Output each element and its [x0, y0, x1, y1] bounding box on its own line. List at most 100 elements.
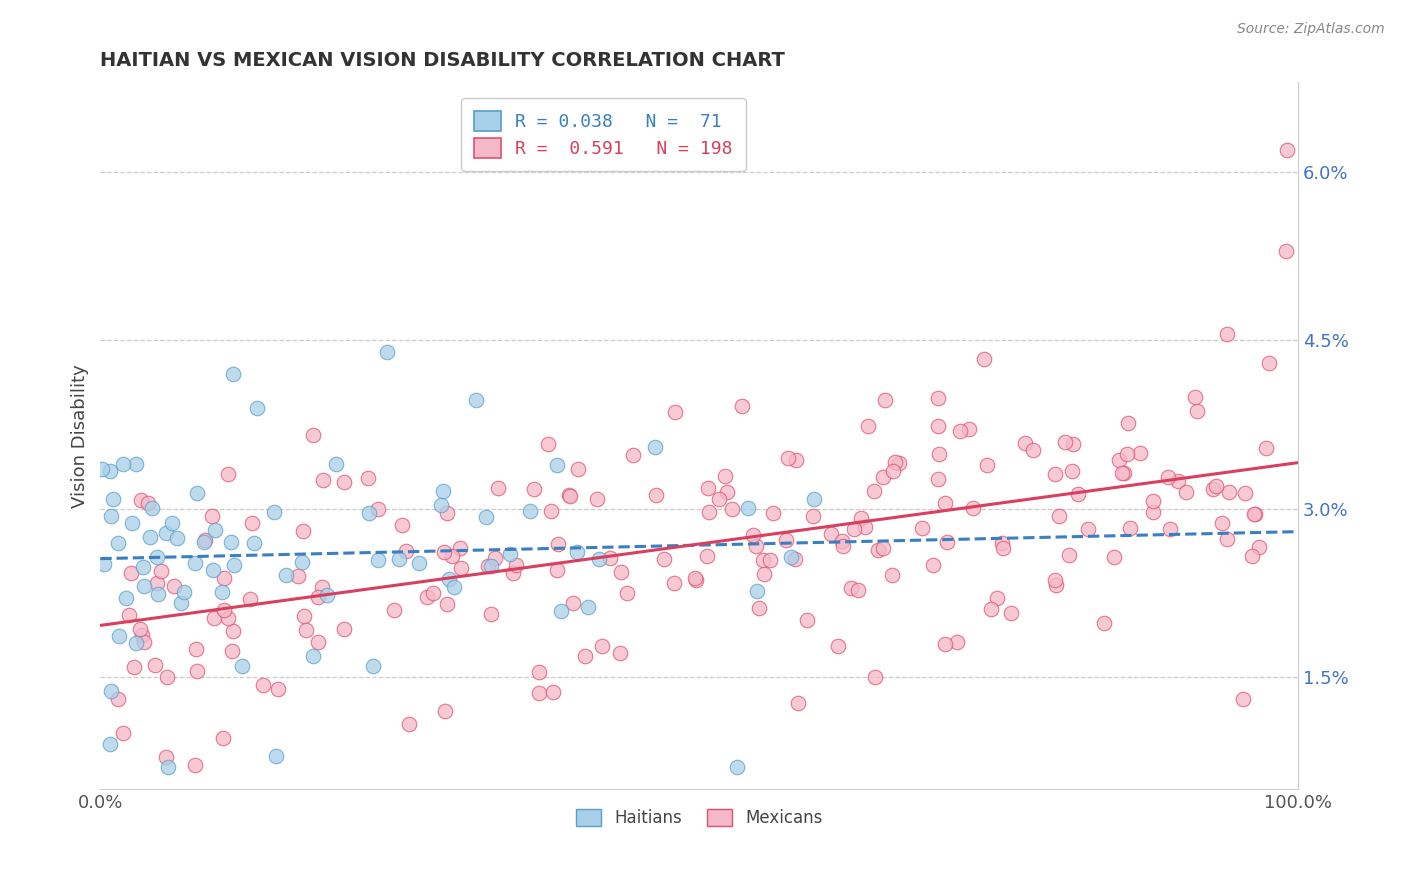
Point	[183, 758, 205, 772]
Point	[949, 425, 972, 439]
Point	[1185, 404, 1208, 418]
Point	[1077, 522, 1099, 536]
Point	[827, 639, 849, 653]
Point	[377, 344, 399, 359]
Point	[486, 481, 509, 495]
Point	[139, 530, 162, 544]
Point	[173, 584, 195, 599]
Point	[980, 602, 1002, 616]
Point	[287, 569, 309, 583]
Point	[156, 670, 179, 684]
Point	[115, 591, 138, 605]
Point	[264, 748, 287, 763]
Point	[986, 591, 1008, 605]
Text: HAITIAN VS MEXICAN VISION DISABILITY CORRELATION CHART: HAITIAN VS MEXICAN VISION DISABILITY COR…	[100, 51, 785, 70]
Point	[1067, 487, 1090, 501]
Point	[973, 351, 995, 366]
Point	[742, 527, 765, 541]
Point	[1115, 447, 1137, 461]
Point	[408, 556, 430, 570]
Point	[849, 510, 872, 524]
Point	[780, 549, 803, 564]
Point	[991, 541, 1014, 555]
Point	[745, 539, 768, 553]
Point	[519, 504, 541, 518]
Point	[737, 500, 759, 515]
Point	[193, 534, 215, 549]
Point	[1092, 615, 1115, 630]
Point	[131, 627, 153, 641]
Point	[654, 552, 676, 566]
Point	[921, 558, 943, 573]
Point	[855, 520, 877, 534]
Point	[143, 657, 166, 672]
Point	[212, 571, 235, 585]
Point	[1111, 466, 1133, 480]
Point	[367, 502, 389, 516]
Point	[325, 457, 347, 471]
Point	[1216, 533, 1239, 547]
Point	[186, 486, 208, 500]
Point	[1244, 507, 1267, 521]
Point	[134, 579, 156, 593]
Point	[201, 509, 224, 524]
Point	[100, 508, 122, 523]
Point	[107, 629, 129, 643]
Point	[214, 602, 236, 616]
Point	[231, 658, 253, 673]
Point	[546, 458, 568, 472]
Point	[803, 492, 825, 507]
Point	[696, 549, 718, 563]
Point	[212, 731, 235, 745]
Point	[149, 564, 172, 578]
Point	[395, 544, 418, 558]
Point	[484, 550, 506, 565]
Point	[529, 665, 551, 679]
Point	[621, 448, 644, 462]
Point	[125, 636, 148, 650]
Point	[121, 516, 143, 530]
Point	[882, 464, 904, 478]
Point	[111, 457, 134, 471]
Point	[1218, 484, 1240, 499]
Point	[441, 549, 464, 563]
Point	[155, 525, 177, 540]
Point	[872, 470, 894, 484]
Point	[222, 558, 245, 572]
Point	[697, 481, 720, 495]
Point	[778, 450, 800, 465]
Point	[1275, 143, 1298, 157]
Point	[302, 427, 325, 442]
Point	[550, 604, 572, 618]
Point	[307, 590, 329, 604]
Point	[204, 524, 226, 538]
Point	[292, 524, 315, 539]
Point	[221, 624, 243, 639]
Point	[122, 660, 145, 674]
Point	[775, 533, 797, 547]
Point	[1047, 508, 1070, 523]
Point	[558, 488, 581, 502]
Point	[263, 505, 285, 519]
Point	[160, 516, 183, 531]
Point	[586, 491, 609, 506]
Point	[863, 483, 886, 498]
Point	[1022, 443, 1045, 458]
Point	[194, 533, 217, 547]
Point	[311, 580, 333, 594]
Point	[935, 535, 957, 549]
Point	[1119, 521, 1142, 535]
Point	[422, 586, 444, 600]
Point	[887, 457, 910, 471]
Point	[731, 399, 754, 413]
Point	[758, 552, 780, 566]
Point	[1202, 482, 1225, 496]
Point	[118, 607, 141, 622]
Point	[148, 587, 170, 601]
Point	[752, 567, 775, 582]
Point	[927, 391, 949, 405]
Point	[785, 453, 807, 467]
Point	[436, 506, 458, 520]
Point	[1174, 485, 1197, 500]
Point	[540, 504, 562, 518]
